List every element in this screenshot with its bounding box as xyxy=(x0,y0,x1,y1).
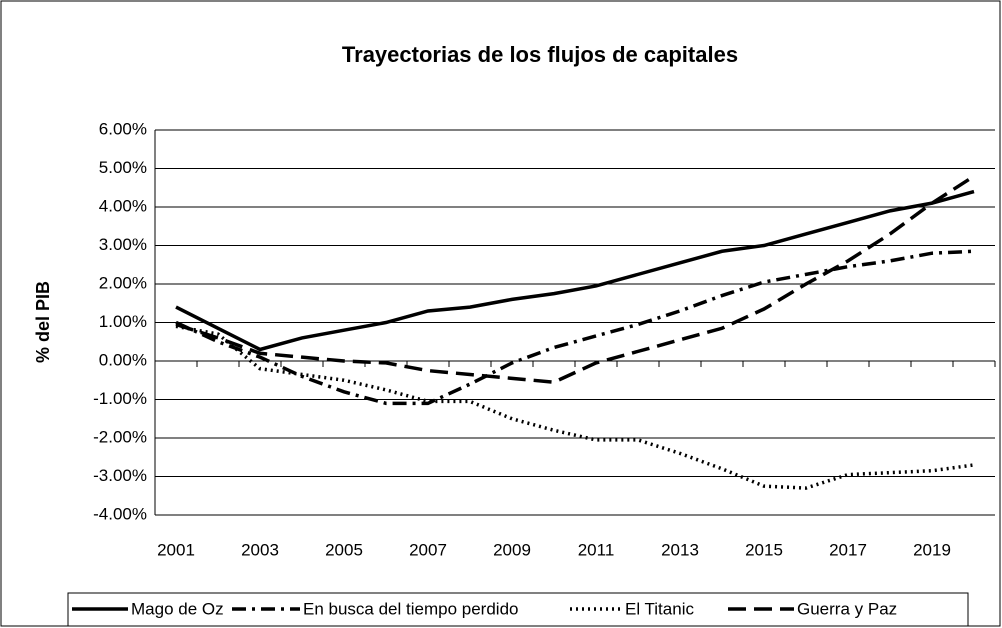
legend-box xyxy=(67,592,969,627)
y-tick-label: 2.00% xyxy=(99,273,147,292)
y-tick-label: 4.00% xyxy=(99,196,147,215)
y-axis-label: % del PIB xyxy=(33,281,53,363)
x-tick-label: 2017 xyxy=(829,540,867,559)
y-tick-label: 0.00% xyxy=(99,350,147,369)
legend-label: En busca del tiempo perdido xyxy=(303,599,518,618)
legend-label: El Titanic xyxy=(625,599,694,618)
x-tick-label: 2015 xyxy=(745,540,783,559)
x-tick-label: 2011 xyxy=(578,540,615,559)
y-tick-label: -4.00% xyxy=(93,504,147,523)
x-tick-label: 2009 xyxy=(493,540,531,559)
series-line xyxy=(175,249,975,406)
x-tick-label: 2019 xyxy=(913,540,951,559)
series-line xyxy=(175,324,975,490)
x-tick-label: 2001 xyxy=(157,540,195,559)
x-tick-label: 2005 xyxy=(325,540,363,559)
y-tick-label: -1.00% xyxy=(93,389,147,408)
series-line xyxy=(175,174,975,384)
y-tick-label: 3.00% xyxy=(99,235,147,254)
x-tick-label: 2007 xyxy=(409,540,447,559)
y-tick-label: 1.00% xyxy=(99,312,147,331)
y-tick-label: 6.00% xyxy=(99,119,147,138)
y-tick-label: 5.00% xyxy=(99,158,147,177)
x-tick-label: 2003 xyxy=(241,540,279,559)
chart-title: Trayectorias de los flujos de capitales xyxy=(342,42,738,67)
y-tick-label: -2.00% xyxy=(93,427,147,446)
legend-label: Mago de Oz xyxy=(131,599,224,618)
y-tick-label: -3.00% xyxy=(93,466,147,485)
series-line xyxy=(175,189,975,352)
x-tick-label: 2013 xyxy=(661,540,699,559)
legend-label: Guerra y Paz xyxy=(797,599,897,618)
